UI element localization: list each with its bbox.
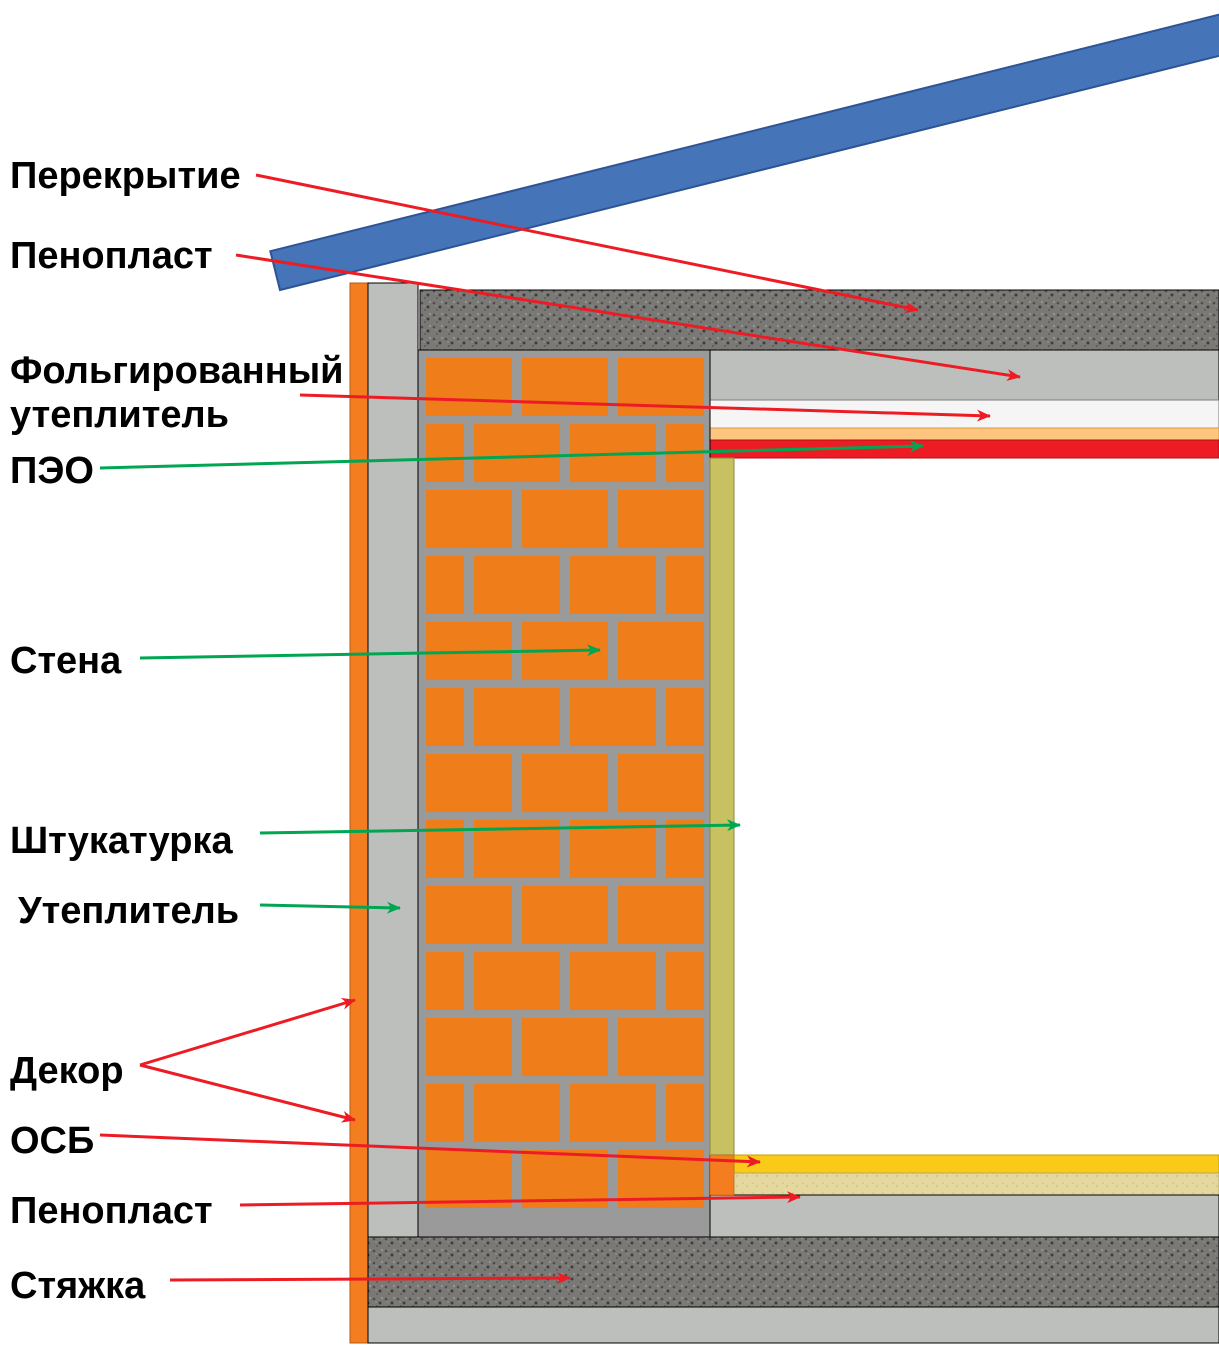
roof-bar bbox=[270, 13, 1219, 290]
label-peo: ПЭО bbox=[10, 450, 94, 493]
brick-wall bbox=[418, 350, 710, 1240]
label-perekrytie: Перекрытие bbox=[10, 155, 241, 198]
diagram-svg bbox=[0, 0, 1219, 1349]
label-penoplast-top: Пенопласт bbox=[10, 235, 213, 278]
slab-top-concrete bbox=[420, 290, 1219, 350]
screed-concrete bbox=[368, 1237, 1219, 1307]
osb-layer bbox=[734, 1155, 1219, 1173]
label-folga: Фольгированный утеплитель bbox=[10, 350, 344, 437]
plaster-layer bbox=[710, 458, 734, 1155]
wall-section-diagram: Перекрытие Пенопласт Фольгированный утеп… bbox=[0, 0, 1219, 1349]
peo-top-thin bbox=[710, 428, 1219, 440]
label-uteplitel: Утеплитель bbox=[18, 890, 239, 933]
label-osb: ОСБ bbox=[10, 1120, 94, 1163]
floor-tan-layer bbox=[734, 1173, 1219, 1195]
label-penoplast-bot: Пенопласт bbox=[10, 1190, 213, 1233]
floor-penoplast-layer bbox=[710, 1195, 1219, 1237]
label-dekor: Декор bbox=[10, 1050, 124, 1093]
label-styazhka: Стяжка bbox=[10, 1265, 145, 1308]
label-shtukaturka: Штукатурка bbox=[10, 820, 233, 863]
decor-outer-layer bbox=[350, 283, 368, 1343]
label-stena: Стена bbox=[10, 640, 121, 683]
bottom-gray-layer bbox=[368, 1307, 1219, 1343]
insulation-gray-layer bbox=[368, 283, 418, 1343]
